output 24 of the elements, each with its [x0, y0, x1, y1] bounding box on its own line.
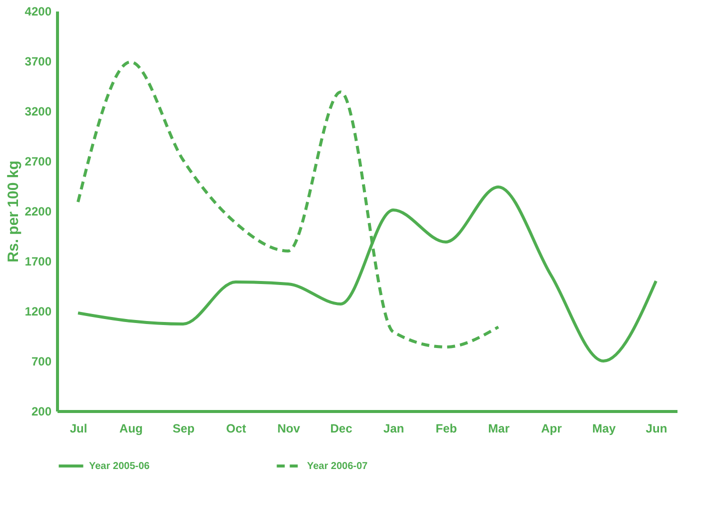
x-tick-label: Aug [119, 422, 143, 436]
x-tick-label: Mar [488, 422, 510, 436]
x-tick-label: Jun [646, 422, 668, 436]
y-tick-label: 1700 [24, 254, 52, 268]
x-tick-label: Apr [541, 422, 562, 436]
x-tick-label: Jan [383, 422, 404, 436]
x-tick-label: Feb [436, 422, 457, 436]
y-axis-title: Rs. per 100 kg [4, 160, 22, 262]
x-tick-label: Dec [330, 422, 353, 436]
y-tick-label: 2700 [24, 154, 52, 168]
x-tick-label: Nov [277, 422, 300, 436]
y-tick-label: 3700 [24, 54, 52, 68]
x-tick-label: May [592, 422, 616, 436]
x-tick-label: Sep [172, 422, 195, 436]
y-tick-label: 200 [31, 404, 52, 418]
y-tick-label: 1200 [24, 304, 52, 318]
y-tick-label: 4200 [24, 4, 52, 18]
y-tick-label: 700 [31, 354, 52, 368]
y-tick-label: 3200 [24, 104, 52, 118]
x-tick-label: Oct [226, 422, 246, 436]
legend-label: Year 2006-07 [307, 461, 368, 472]
x-tick-label: Jul [70, 422, 88, 436]
legend-label: Year 2005-06 [89, 461, 150, 472]
y-tick-label: 2200 [24, 204, 52, 218]
